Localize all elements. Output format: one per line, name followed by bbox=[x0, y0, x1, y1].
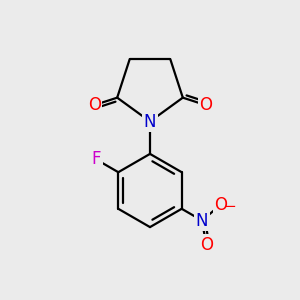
Text: O: O bbox=[214, 196, 227, 214]
Text: O: O bbox=[199, 96, 212, 114]
Text: N: N bbox=[144, 112, 156, 130]
Text: F: F bbox=[92, 150, 101, 168]
Text: N: N bbox=[196, 212, 208, 230]
Text: O: O bbox=[88, 96, 101, 114]
Text: O: O bbox=[200, 236, 213, 254]
Text: −: − bbox=[224, 199, 236, 214]
